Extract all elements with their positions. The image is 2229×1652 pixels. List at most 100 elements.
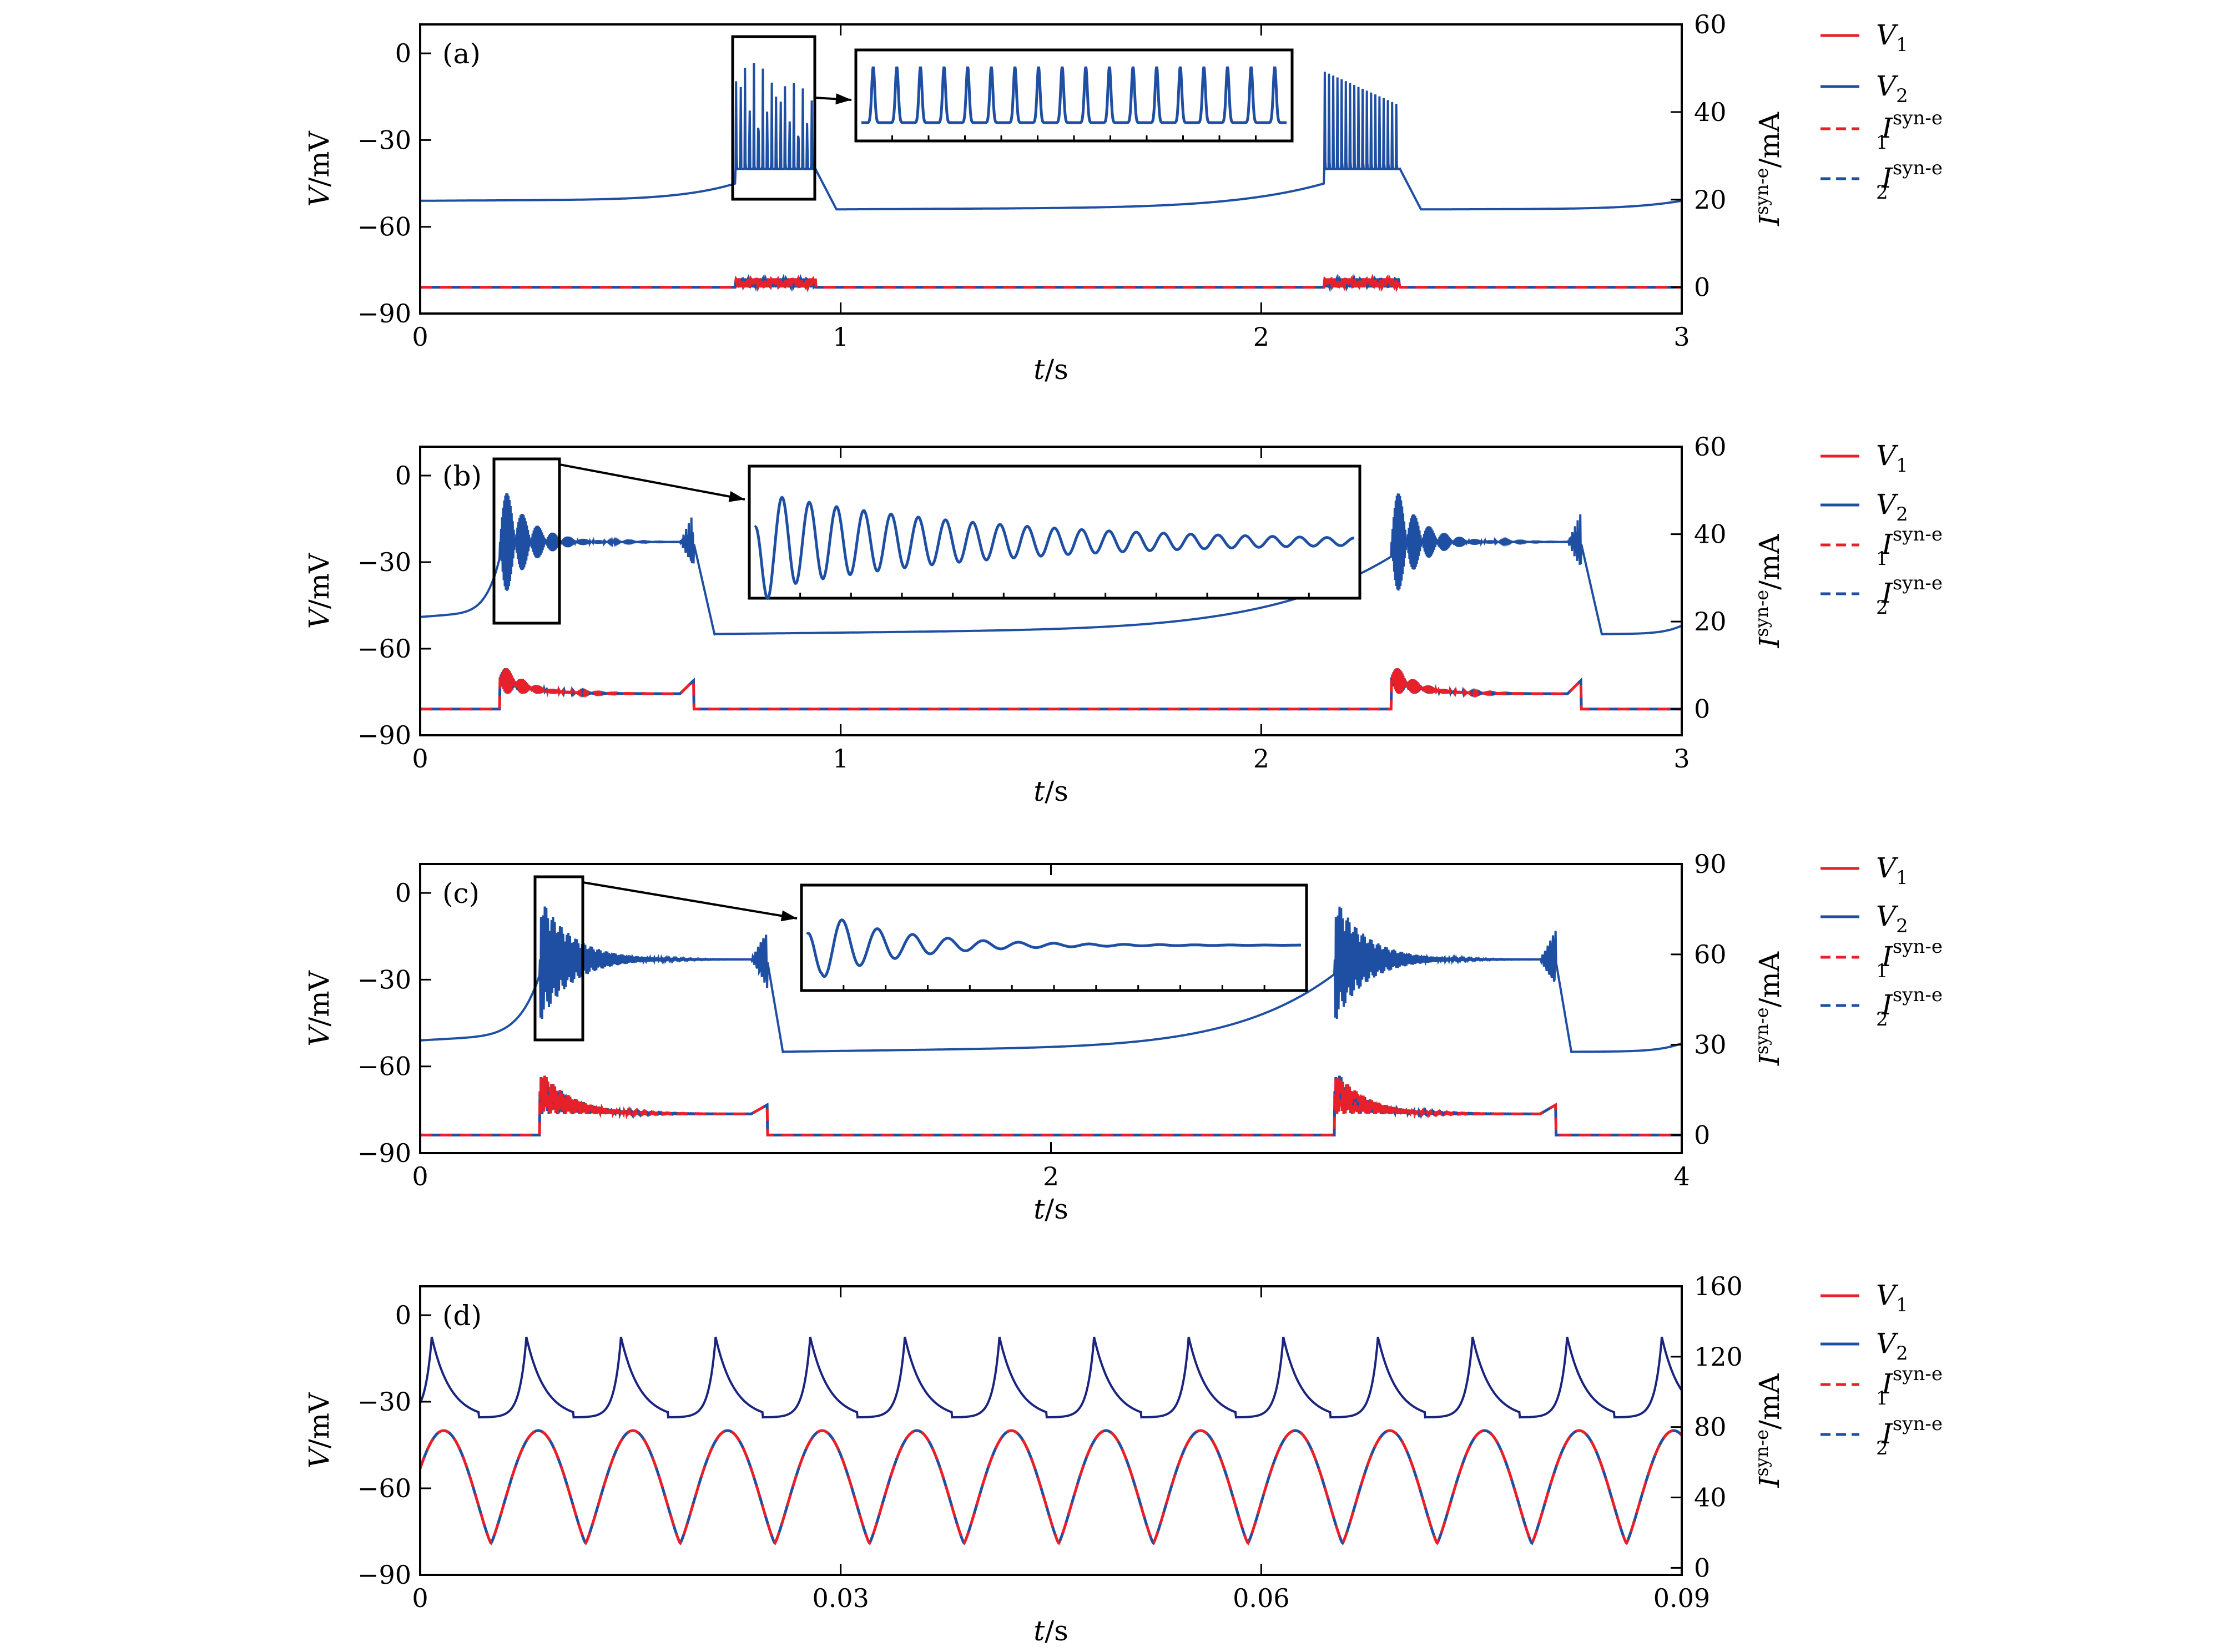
legend-label: Isyn-e 2: [1876, 157, 1943, 204]
zoom-arrow-head: [835, 93, 851, 105]
y-left-tick-label: 0: [395, 878, 411, 908]
panels: 0 1 2 30−30−60−900204060t/sV/mVIsyn-e/mA(a)…: [303, 9, 1943, 1647]
inset-frame: [800, 883, 1308, 992]
legend-label: V2: [1876, 1327, 1908, 1365]
y-right-tick-label: 20: [1694, 185, 1727, 215]
x-tick-label: 0: [412, 322, 428, 352]
y-right-tick-label: 90: [1694, 849, 1727, 879]
legend-label: Isyn-e 1: [1876, 1363, 1943, 1409]
panel-label: (a): [442, 38, 481, 70]
legend-item-v1: V1: [1820, 19, 1908, 56]
legend-label: V2: [1876, 70, 1908, 107]
legend-label: Isyn-e 1: [1876, 107, 1943, 154]
y-left-axis-title: V/mV: [303, 130, 335, 206]
y-right-tick-label: 20: [1694, 607, 1727, 636]
zoom-arrow: [582, 881, 798, 920]
legend-item-v2: V2: [1820, 488, 1908, 526]
y-right-tick-label: 60: [1694, 9, 1727, 39]
y-left-tick-label: −60: [357, 1052, 411, 1082]
series-i1-line: [420, 1429, 1682, 1545]
series-i1-line: [420, 273, 1682, 293]
x-axis-title: t/s: [1033, 1193, 1068, 1225]
legend-item-i1: Isyn-e 1: [1820, 936, 1943, 982]
x-axis-title: t/s: [1033, 775, 1068, 807]
y-left-tick-label: −60: [357, 1473, 411, 1503]
x-tick-label: 0: [412, 1583, 428, 1613]
panel-a: 0 1 2 30−30−60−900204060t/sV/mVIsyn-e/mA(a)…: [303, 9, 1943, 386]
x-axis-title: t/s: [1033, 1615, 1068, 1647]
legend-item-v2: V2: [1820, 1327, 1908, 1365]
y-left-tick-label: −60: [357, 212, 411, 242]
series-i2-line: [420, 1075, 1682, 1136]
plot-frame: [419, 446, 1683, 736]
legend-item-i2: Isyn-e 2: [1820, 984, 1943, 1030]
y-left-tick-label: 0: [395, 461, 411, 491]
legend-label: Isyn-e 2: [1876, 572, 1943, 619]
zoom-arrow-head: [728, 491, 745, 502]
y-left-axis-title: V/mV: [303, 1392, 335, 1468]
x-tick-label: 1: [833, 322, 849, 352]
panel-label: (c): [442, 877, 480, 910]
x-tick-label: 1: [833, 744, 849, 774]
zoom-arrow-head: [780, 910, 797, 922]
x-tick-label: 0.06: [1233, 1583, 1289, 1613]
legend-label: V1: [1876, 1279, 1908, 1316]
y-left-tick-label: 0: [395, 38, 411, 68]
inset-frame: [748, 464, 1361, 600]
legend-item-i2: Isyn-e 2: [1820, 572, 1943, 619]
y-right-tick-label: 0: [1694, 272, 1710, 302]
legend-label: Isyn-e 2: [1876, 984, 1943, 1030]
y-right-tick-label: 60: [1694, 432, 1727, 462]
y-right-tick-label: 0: [1694, 1120, 1710, 1150]
legend-item-i1: Isyn-e 1: [1820, 107, 1943, 154]
panel-c: 0 2 40−30−60−900306090t/sV/mVIsyn-e/mA(c)V…: [303, 849, 1943, 1225]
y-right-axis-title: Isyn-e/mA: [1751, 112, 1786, 226]
series-i1-line: [420, 668, 1682, 711]
legend-item-v1: V1: [1820, 439, 1908, 477]
y-left-tick-label: −30: [357, 125, 411, 155]
x-axis-title: t/s: [1033, 353, 1068, 386]
y-right-axis-title: Isyn-e/mA: [1751, 534, 1786, 649]
y-left-tick-label: −30: [357, 1387, 411, 1417]
inset-v2-line: [754, 496, 1355, 600]
plot-frame: [419, 1285, 1683, 1576]
series-v2-line: [420, 906, 1682, 1054]
x-tick-label: 0: [412, 744, 428, 774]
y-left-tick-label: −90: [357, 720, 411, 750]
series-i2-line: [420, 668, 1682, 711]
series-v2-line: [420, 493, 1682, 636]
plot-area: [420, 63, 1682, 293]
y-left-axis-title: V/mV: [303, 970, 335, 1046]
x-tick-label: 0: [412, 1161, 428, 1191]
panel-d: 0 0.03 0.06 0.090−30−60−90 04080120160t/sV/m…: [303, 1271, 1943, 1647]
zoom-region-box: [731, 35, 816, 201]
panel-b: 0 1 2 30−30−60−900204060t/sV/mVIsyn-e/mA(b)…: [303, 432, 1943, 807]
x-tick-label: 0.03: [812, 1583, 869, 1613]
y-left-axis-title: V/mV: [303, 553, 335, 629]
plot-area: [420, 906, 1682, 1136]
x-tick-label: 2: [1043, 1161, 1059, 1191]
plot-area: [420, 493, 1682, 711]
y-right-tick-label: 40: [1694, 97, 1727, 127]
legend-label: V1: [1876, 439, 1908, 477]
legend-item-i2: Isyn-e 2: [1820, 157, 1943, 204]
legend-label: Isyn-e 1: [1876, 936, 1943, 982]
legend-label: V1: [1876, 19, 1908, 56]
y-right-tick-label: 160: [1694, 1271, 1743, 1301]
series-i1-line: [420, 1075, 1682, 1136]
legend-item-v1: V1: [1820, 852, 1908, 889]
legend-label: Isyn-e 2: [1876, 1413, 1943, 1459]
y-right-tick-label: 0: [1694, 1553, 1710, 1583]
y-right-axis-title: Isyn-e/mA: [1751, 951, 1786, 1066]
x-tick-label: 0.09: [1653, 1583, 1710, 1613]
legend-label: V2: [1876, 488, 1908, 526]
series-v2-line: [420, 63, 1682, 211]
y-right-tick-label: 60: [1694, 939, 1727, 969]
legend-item-i1: Isyn-e 1: [1820, 523, 1943, 570]
inset-frame: [854, 48, 1294, 143]
y-left-tick-label: −60: [357, 634, 411, 664]
y-right-tick-label: 80: [1694, 1412, 1727, 1442]
inset-v2-line: [861, 66, 1287, 124]
legend-label: Isyn-e 1: [1876, 523, 1943, 570]
zoom-region-box: [492, 457, 561, 625]
